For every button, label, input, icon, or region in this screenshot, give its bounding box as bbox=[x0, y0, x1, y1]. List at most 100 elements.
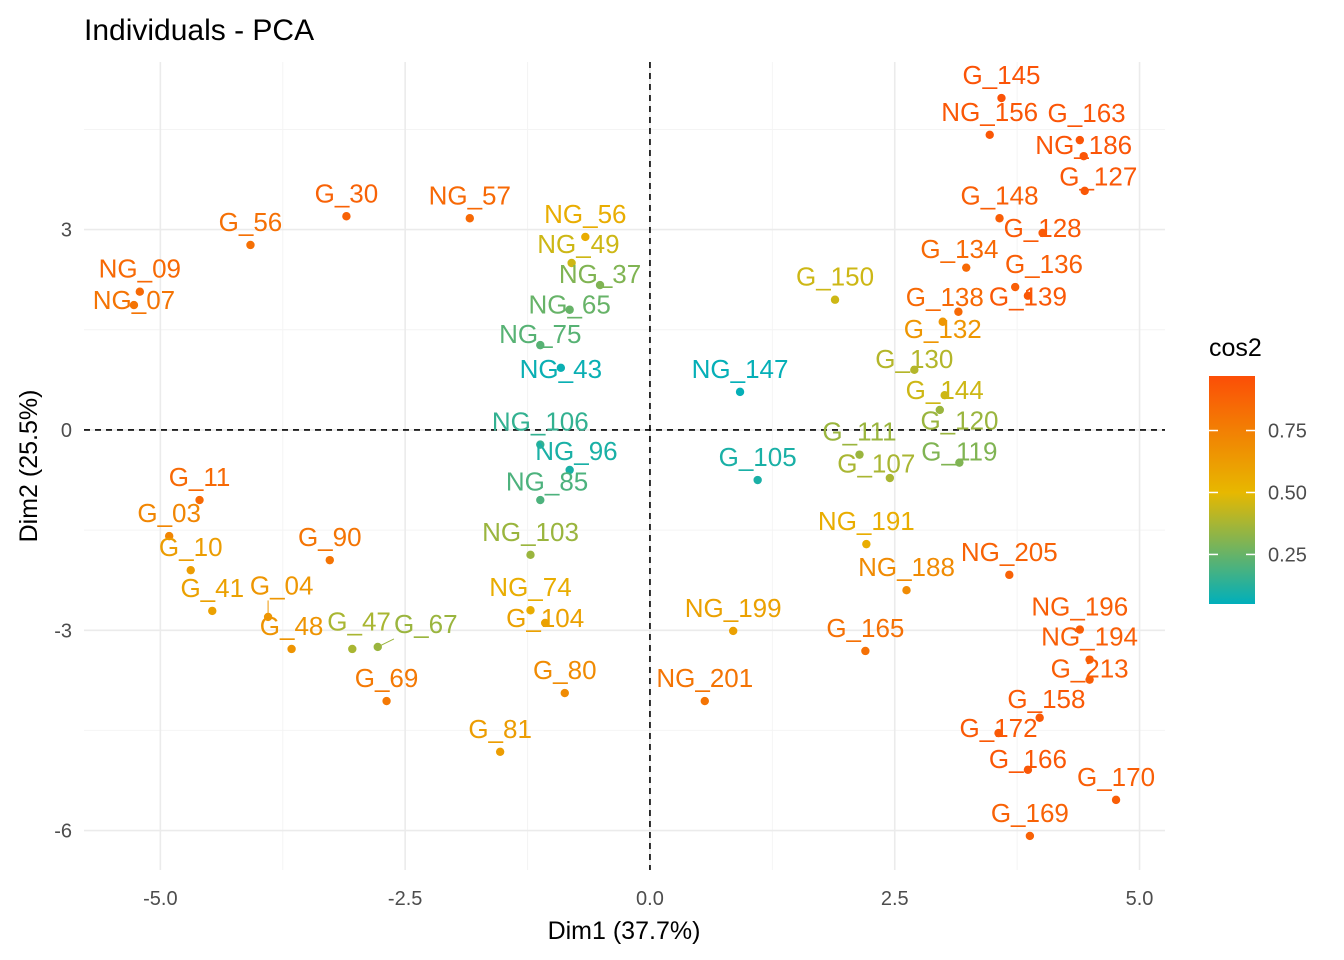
data-point bbox=[246, 240, 255, 250]
point-label: G_47 bbox=[327, 607, 391, 637]
point-label: G_132 bbox=[904, 314, 982, 344]
point-label: NG_49 bbox=[537, 229, 619, 259]
data-point bbox=[1085, 675, 1094, 684]
data-point bbox=[263, 612, 273, 622]
point-label: G_166 bbox=[989, 744, 1067, 774]
y-tick-label: -3 bbox=[54, 620, 72, 642]
data-point bbox=[565, 305, 574, 314]
data-point bbox=[1075, 625, 1085, 634]
point-label: G_30 bbox=[315, 178, 379, 208]
point-label: G_41 bbox=[180, 573, 244, 603]
point-label: NG_96 bbox=[535, 436, 617, 466]
data-point bbox=[536, 495, 545, 505]
point-label: NG_74 bbox=[489, 572, 571, 602]
data-point bbox=[985, 130, 994, 139]
point-label: NG_07 bbox=[93, 285, 175, 315]
reference-lines bbox=[84, 62, 1165, 870]
y-tick-label: 0 bbox=[61, 420, 72, 442]
point-label: G_165 bbox=[826, 613, 904, 643]
point-label: G_04 bbox=[250, 570, 314, 600]
data-point bbox=[855, 450, 864, 459]
point-label: G_148 bbox=[960, 180, 1038, 210]
data-point bbox=[910, 365, 919, 375]
point-label: G_81 bbox=[468, 714, 532, 744]
x-tick-label: -2.5 bbox=[388, 888, 422, 910]
data-point bbox=[753, 475, 762, 485]
point-label: G_120 bbox=[920, 406, 998, 436]
data-point bbox=[526, 606, 535, 615]
data-point bbox=[373, 642, 382, 652]
point-label: NG_103 bbox=[482, 517, 579, 547]
data-point bbox=[465, 214, 474, 223]
point-label: G_104 bbox=[506, 603, 584, 633]
point-label: NG_205 bbox=[961, 537, 1058, 567]
data-point bbox=[1079, 151, 1088, 161]
point-label: NG_199 bbox=[685, 593, 782, 623]
data-point bbox=[1005, 570, 1014, 580]
point-label: NG_106 bbox=[492, 407, 589, 437]
data-point bbox=[861, 646, 870, 656]
point-label: NG_09 bbox=[99, 254, 181, 284]
point-label: NG_85 bbox=[506, 466, 588, 496]
point-label: G_119 bbox=[921, 437, 997, 467]
data-point bbox=[556, 363, 566, 373]
data-point bbox=[348, 644, 357, 654]
x-tick-label: 2.5 bbox=[881, 888, 909, 910]
point-label: G_172 bbox=[960, 713, 1038, 743]
point-label: G_67 bbox=[394, 609, 458, 639]
data-point bbox=[995, 214, 1004, 223]
data-point bbox=[938, 317, 947, 326]
point-label: NG_196 bbox=[1031, 592, 1128, 622]
point-label: G_128 bbox=[1004, 213, 1082, 243]
data-point bbox=[700, 696, 709, 706]
point-label: NG_56 bbox=[544, 199, 626, 229]
point-label: G_105 bbox=[719, 442, 797, 472]
point-label: G_130 bbox=[875, 344, 953, 374]
point-label: NG_65 bbox=[528, 290, 610, 320]
x-tick-label: 5.0 bbox=[1126, 888, 1154, 910]
point-label: G_69 bbox=[355, 663, 419, 693]
data-point bbox=[902, 586, 911, 595]
point-label: NG_188 bbox=[858, 552, 955, 582]
point-label: NG_201 bbox=[656, 663, 753, 693]
point-label: NG_147 bbox=[692, 354, 789, 384]
data-point bbox=[862, 539, 871, 549]
data-point bbox=[962, 263, 971, 272]
data-point bbox=[325, 555, 334, 565]
point-label: G_163 bbox=[1048, 98, 1126, 128]
point-label: G_80 bbox=[533, 655, 597, 685]
point-label: G_127 bbox=[1059, 161, 1137, 191]
data-point bbox=[208, 606, 217, 616]
data-point bbox=[1035, 713, 1044, 722]
point-label: NG_75 bbox=[499, 319, 581, 349]
data-point bbox=[954, 307, 963, 316]
point-label: G_145 bbox=[962, 60, 1040, 90]
data-point bbox=[1085, 655, 1094, 664]
data-point bbox=[287, 644, 296, 654]
data-point bbox=[540, 618, 550, 628]
data-point bbox=[129, 300, 139, 310]
data-point bbox=[830, 295, 840, 304]
point-label: G_107 bbox=[837, 449, 915, 479]
y-tick-label: 3 bbox=[61, 220, 72, 242]
data-point bbox=[526, 550, 535, 560]
data-point bbox=[495, 747, 505, 757]
data-point bbox=[186, 565, 195, 575]
x-axis-label: Dim1 (37.7%) bbox=[548, 917, 701, 945]
data-point bbox=[1023, 291, 1033, 300]
data-point bbox=[1023, 765, 1033, 775]
point-label: G_134 bbox=[920, 234, 998, 264]
point-label: NG_37 bbox=[559, 259, 641, 289]
point-label: G_48 bbox=[260, 611, 324, 641]
data-point bbox=[164, 531, 174, 541]
data-point bbox=[885, 473, 895, 483]
point-label: G_136 bbox=[1005, 249, 1083, 279]
data-point bbox=[567, 258, 576, 268]
point-label: NG_194 bbox=[1041, 622, 1138, 652]
point-label: G_158 bbox=[1007, 684, 1085, 714]
data-point bbox=[595, 280, 605, 290]
data-point bbox=[1080, 186, 1089, 196]
point-label: G_56 bbox=[219, 207, 283, 237]
data-point bbox=[997, 93, 1006, 103]
data-point bbox=[560, 688, 569, 698]
